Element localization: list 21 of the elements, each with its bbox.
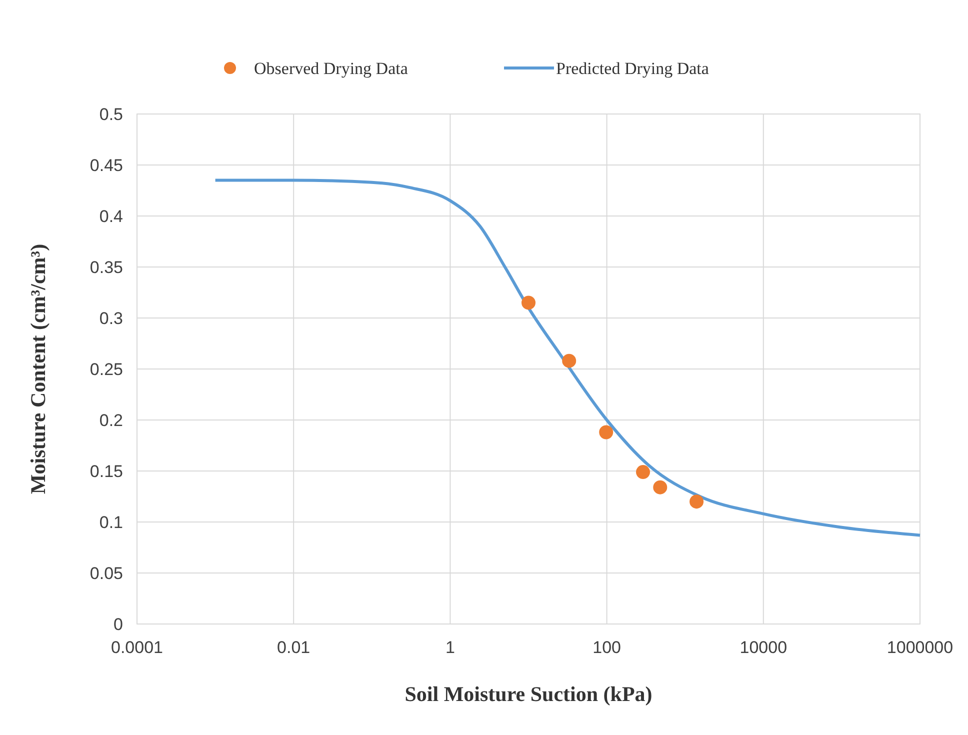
y-tick-label: 0.5 xyxy=(99,105,123,124)
y-axis-title: Moisture Content (cm³/cm³) xyxy=(26,244,50,494)
x-axis-title: Soil Moisture Suction (kPa) xyxy=(404,682,652,706)
x-tick-label: 10000 xyxy=(740,638,788,657)
y-tick-label: 0.45 xyxy=(90,156,123,175)
y-tick-label: 0.4 xyxy=(99,207,123,226)
x-tick-label: 0.01 xyxy=(277,638,310,657)
y-tick-label: 0.2 xyxy=(99,411,123,430)
legend-label: Observed Drying Data xyxy=(254,59,408,78)
y-tick-label: 0.25 xyxy=(90,360,123,379)
y-tick-label: 0.15 xyxy=(90,462,123,481)
x-tick-label: 100 xyxy=(592,638,621,657)
y-tick-label: 0.1 xyxy=(99,513,123,532)
x-tick-label: 0.0001 xyxy=(111,638,163,657)
x-tick-label: 1000000 xyxy=(886,638,954,657)
y-tick-label: 0.05 xyxy=(90,564,123,583)
x-tick-label: 1 xyxy=(445,638,455,657)
legend-label: Predicted Drying Data xyxy=(556,59,710,78)
y-tick-label: 0.3 xyxy=(99,309,123,328)
y-tick-label: 0.35 xyxy=(90,258,123,277)
y-tick-label: 0 xyxy=(114,615,123,634)
